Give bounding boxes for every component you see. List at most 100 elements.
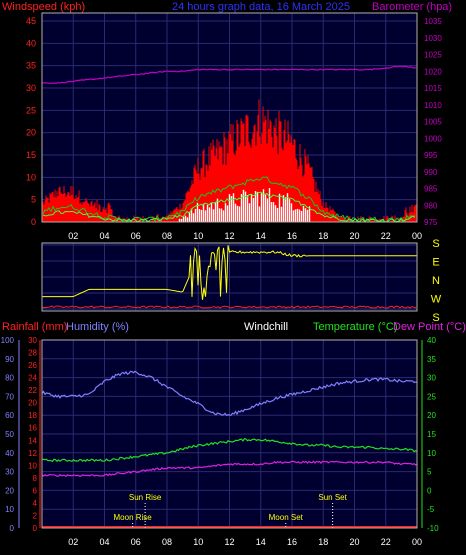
temperature-tick-label: 0: [427, 486, 432, 495]
humidity-tick-label: 30: [5, 468, 14, 477]
rainfall-tick-label: 14: [28, 436, 37, 445]
temperature-tick-label: 35: [427, 355, 436, 364]
windspeed-tick-label: 0: [31, 217, 36, 227]
x-tick-label: 14: [256, 231, 266, 241]
chart-title: 24 hours graph data, 16 March 2025: [172, 1, 350, 13]
humidity-axis-title: Humidity (%): [66, 321, 129, 333]
wind-minimum-line: [42, 191, 416, 223]
wind-direction-line: [42, 245, 417, 300]
rainfall-tick-label: 10: [28, 461, 37, 470]
direction-panel-frame: [41, 242, 418, 312]
windspeed-tick-label: 45: [26, 16, 36, 26]
direction-axis-label: N: [432, 275, 440, 287]
x-tick-label: 20: [349, 231, 359, 241]
windspeed-tick-label: 20: [26, 128, 36, 138]
temperature-tick-label: -5: [427, 505, 435, 514]
barometer-tick-label: 995: [424, 151, 438, 160]
x-tick-label: 06: [131, 537, 141, 547]
x-tick-label: 04: [99, 537, 109, 547]
temperature-tick-label: 25: [427, 392, 436, 401]
barometer-tick-label: 1020: [424, 67, 442, 76]
x-tick-label: 10: [193, 537, 203, 547]
rainfall-tick-label: 20: [28, 399, 37, 408]
rainfall-axis-title: Rainfall (mm): [2, 321, 67, 333]
barometer-tick-label: 1015: [424, 84, 442, 93]
x-tick-label: 16: [287, 537, 297, 547]
windspeed-tick-label: 40: [26, 38, 36, 48]
barometer-tick-label: 1000: [424, 134, 442, 143]
humidity-tick-label: 0: [10, 524, 15, 533]
dewpoint-axis-title: Dew Point (°C): [393, 321, 466, 333]
barometer-tick-label: 1035: [424, 17, 442, 26]
windspeed-axis-title: Windspeed (kph): [2, 1, 85, 13]
rainfall-tick-label: 0: [33, 524, 38, 533]
temperature-tick-label: 20: [427, 411, 436, 420]
rainfall-tick-label: 28: [28, 349, 37, 358]
direction-axis-label: W: [431, 294, 442, 306]
x-tick-label: 14: [256, 537, 266, 547]
x-tick-label: 02: [68, 537, 78, 547]
x-tick-label: 04: [99, 231, 109, 241]
barometer-tick-label: 1030: [424, 34, 442, 43]
barometer-tick-label: 975: [424, 218, 438, 227]
windspeed-tick-label: 30: [26, 83, 36, 93]
event-label: Sun Set: [318, 493, 347, 502]
barometer-tick-label: 980: [424, 201, 438, 210]
humidity-line: [41, 370, 418, 417]
direction-axis-label: S: [432, 312, 439, 324]
windspeed-tick-label: 10: [26, 172, 36, 182]
x-tick-label: 22: [381, 537, 391, 547]
rainfall-tick-label: 24: [28, 374, 37, 383]
direction-axis-label: S: [432, 238, 439, 250]
windspeed-tick-label: 5: [31, 195, 36, 205]
event-label: Moon Set: [269, 513, 304, 522]
direction-panel-marks: [41, 245, 417, 309]
x-tick-label: 12: [224, 537, 234, 547]
rainfall-tick-label: 2: [33, 511, 38, 520]
temperature-tick-label: 10: [427, 449, 436, 458]
windspeed-tick-label: 25: [26, 105, 36, 115]
rainfall-tick-label: 12: [28, 449, 37, 458]
humidity-tick-label: 50: [5, 430, 14, 439]
windchill-label: Windchill: [244, 321, 288, 333]
rainfall-tick-label: 22: [28, 386, 37, 395]
x-tick-label: 18: [318, 537, 328, 547]
x-tick-label: 06: [131, 231, 141, 241]
x-tick-label: 12: [224, 231, 234, 241]
x-tick-label: 10: [193, 231, 203, 241]
x-tick-label: 08: [162, 231, 172, 241]
rainfall-tick-label: 16: [28, 424, 37, 433]
x-tick-label: 16: [287, 231, 297, 241]
temperature-panel-marks: Sun Rise Sun Set Moon Rise Moon Set: [41, 370, 418, 528]
temperature-tick-label: 5: [427, 468, 432, 477]
barometer-tick-label: 1005: [424, 118, 442, 127]
x-tick-label: 00: [412, 537, 422, 547]
rainfall-tick-label: 8: [33, 474, 38, 483]
temperature-panel-frame: [41, 339, 418, 529]
humidity-tick-label: 70: [5, 392, 14, 401]
barometer-axis-title: Barometer (hpa): [372, 1, 452, 13]
rainfall-tick-label: 30: [28, 336, 37, 345]
temperature-line: [41, 437, 418, 463]
dewpoint-line: [41, 460, 418, 478]
direction-axis-label: E: [432, 257, 439, 269]
temperature-tick-label: 30: [427, 374, 436, 383]
x-tick-label: 02: [68, 231, 78, 241]
temperature-tick-label: 40: [427, 336, 436, 345]
x-tick-label: 00: [412, 231, 422, 241]
barometer-line: [41, 65, 417, 85]
wind-panel-frame: [41, 12, 418, 223]
x-tick-label: 08: [162, 537, 172, 547]
humidity-tick-label: 60: [5, 411, 14, 420]
rainfall-tick-label: 4: [33, 499, 38, 508]
direction-panel-grid: [42, 243, 418, 311]
temperature-tick-label: -10: [427, 524, 439, 533]
barometer-tick-label: 990: [424, 168, 438, 177]
calm-marker-line: [41, 305, 417, 309]
barometer-tick-label: 985: [424, 185, 438, 194]
humidity-tick-label: 80: [5, 374, 14, 383]
axis-labels: 02 04 06 08 10 12 14 16 18 20 22 000510152025303540…: [1, 16, 443, 547]
windspeed-tick-label: 15: [26, 150, 36, 160]
wind-average-line: [42, 176, 416, 223]
temperature-tick-label: 15: [427, 430, 436, 439]
